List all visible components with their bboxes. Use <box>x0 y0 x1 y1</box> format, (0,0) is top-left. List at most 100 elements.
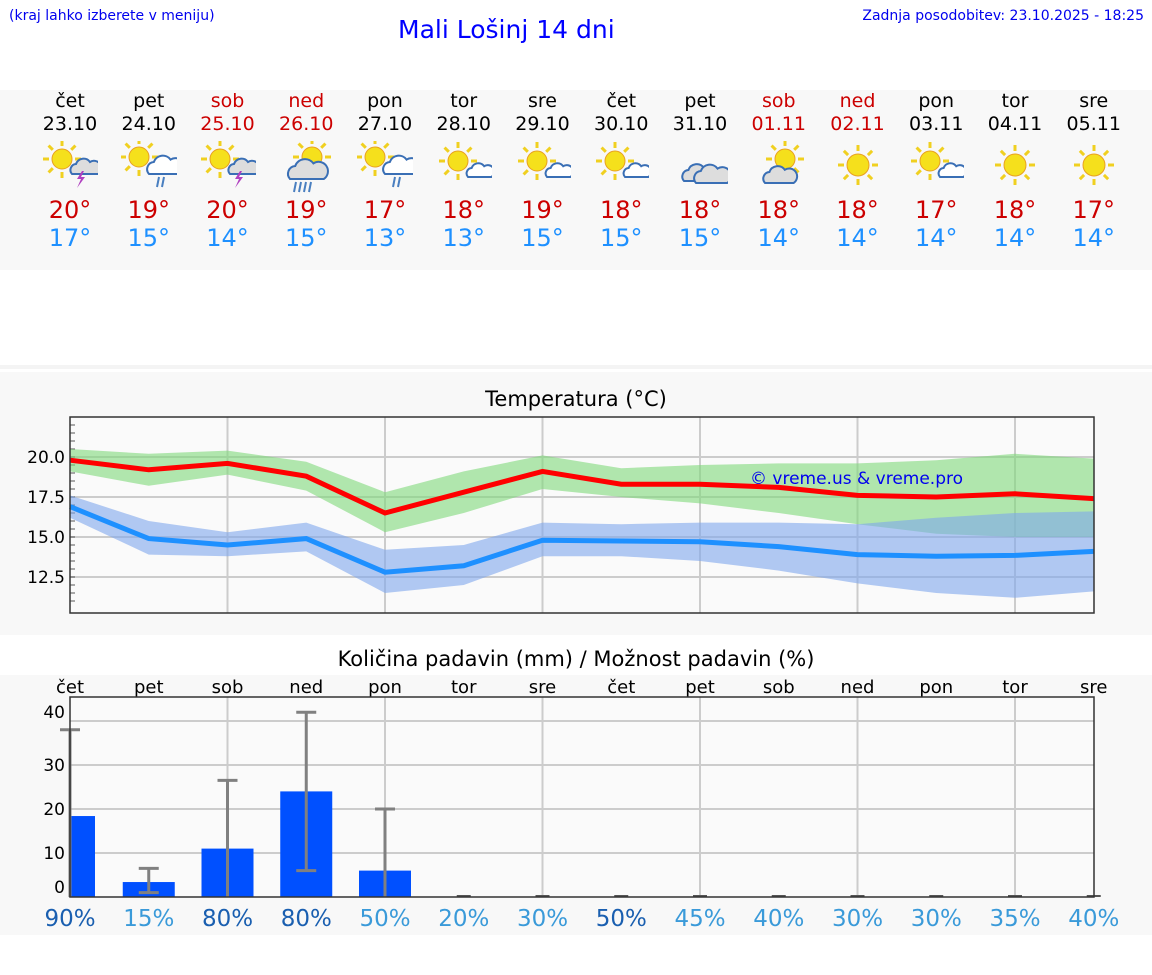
day-name: sob <box>210 90 245 112</box>
precipitation-probability: 15% <box>123 906 174 932</box>
day-column: pon 03.11 17° 14° <box>896 90 976 252</box>
day-label: pet <box>685 677 715 698</box>
precipitation-probability: 30% <box>911 906 962 932</box>
min-temperature-line <box>69 504 1094 575</box>
max-temperature: 20° <box>206 196 249 224</box>
weather-sun-icon <box>837 145 878 185</box>
min-temperature: 14° <box>206 224 249 252</box>
precipitation-probability: 35% <box>989 906 1040 932</box>
day-date: 24.10 <box>121 113 176 135</box>
precipitation-probability: 50% <box>359 906 410 932</box>
day-label: sre <box>1080 677 1107 698</box>
day-label: pon <box>919 677 953 698</box>
day-column: ned 26.10 19° 15° <box>266 90 346 252</box>
max-temperature: 19° <box>521 196 564 224</box>
y-tick-label: 17.5 <box>27 488 65 508</box>
precipitation-probability: 40% <box>753 906 804 932</box>
day-label: pet <box>134 677 164 698</box>
max-temperature: 17° <box>363 196 407 224</box>
precipitation-probability: 80% <box>281 906 332 932</box>
min-temperature: 13° <box>442 224 486 252</box>
max-temperature: 19° <box>284 196 328 224</box>
day-date: 31.10 <box>672 113 728 135</box>
weather-sun-small-cloud-icon <box>517 142 571 180</box>
weather-sun-storm-icon <box>200 141 256 188</box>
day-date: 02.11 <box>830 113 885 135</box>
day-column: sob 25.10 20° 14° <box>188 90 268 252</box>
day-name: ned <box>288 90 325 112</box>
day-column: pet 31.10 18° 15° <box>660 90 740 252</box>
day-label: ned <box>289 677 323 698</box>
weather-sun-rain-icon <box>357 141 413 188</box>
max-temperature: 17° <box>1072 196 1116 224</box>
day-column: čet 30.10 18° 15° <box>581 90 661 252</box>
day-date: 03.11 <box>909 113 964 135</box>
day-date: 04.11 <box>987 113 1043 135</box>
max-temperature-line <box>69 457 1094 516</box>
day-column: pet 24.10 19° 15° <box>109 90 189 252</box>
min-temperature: 15° <box>127 224 171 252</box>
min-temperature: 14° <box>914 224 958 252</box>
precipitation-probability: 30% <box>517 906 568 932</box>
day-name: pet <box>133 90 165 112</box>
max-temperature: 18° <box>993 196 1037 224</box>
weather-sun-icon <box>1073 145 1114 185</box>
y-tick-label: 10 <box>43 844 65 864</box>
day-column: sre 05.11 17° 14° <box>1054 90 1134 252</box>
max-temperature: 20° <box>48 196 92 224</box>
day-column: čet 23.10 20° 17° <box>30 90 110 252</box>
weather-sun-storm-icon <box>43 141 98 188</box>
precipitation-probability: 80% <box>202 906 253 932</box>
y-tick-label: 20.0 <box>27 448 65 468</box>
min-temperature: 14° <box>757 224 801 252</box>
day-name: sre <box>528 90 557 112</box>
precipitation-probability: 30% <box>832 906 883 932</box>
day-date: 29.10 <box>515 113 570 135</box>
day-label: sob <box>763 677 795 698</box>
min-temperature: 15° <box>284 224 328 252</box>
precipitation-probability: 40% <box>1068 906 1119 932</box>
max-temperature: 18° <box>836 196 879 224</box>
day-date: 05.11 <box>1066 113 1121 135</box>
plot-frame <box>69 416 1095 614</box>
day-name: čet <box>55 90 85 112</box>
page-title: Mali Lošinj 14 dni <box>398 15 615 44</box>
min-temperature: 14° <box>836 224 879 252</box>
min-range-band <box>70 495 1094 598</box>
max-range-band <box>70 449 1094 537</box>
weather-sun-small-cloud-icon <box>438 142 492 180</box>
weather-sun-rain-icon <box>120 141 177 188</box>
precipitation-chart-title: Količina padavin (mm) / Možnost padavin … <box>337 647 815 671</box>
y-tick-label: 20 <box>43 800 65 820</box>
max-temperature: 18° <box>757 196 801 224</box>
precipitation-probability: 45% <box>674 906 725 932</box>
day-column: sob 01.11 18° 14° <box>739 90 819 252</box>
weather-sun-small-cloud-icon <box>596 142 650 180</box>
weather-cloud-sun-icon <box>762 141 804 184</box>
day-date: 26.10 <box>279 113 334 135</box>
day-name: tor <box>450 90 478 112</box>
y-tick-label: 40 <box>43 703 65 723</box>
day-label: sre <box>529 677 556 698</box>
weather-cloud-rain-sun-icon <box>287 141 332 193</box>
max-temperature: 18° <box>678 196 722 224</box>
day-name: pon <box>367 90 403 112</box>
day-column: sre 29.10 19° 15° <box>503 90 583 252</box>
day-date: 25.10 <box>200 113 255 135</box>
day-column: pon 27.10 17° 13° <box>345 90 425 252</box>
min-temperature: 14° <box>1072 224 1116 252</box>
day-name: tor <box>1001 90 1029 112</box>
day-name: pet <box>684 90 716 112</box>
day-label: ned <box>841 677 875 698</box>
day-date: 27.10 <box>357 113 413 135</box>
precipitation-probability: 90% <box>44 906 95 932</box>
day-label: pon <box>368 677 402 698</box>
day-name: sre <box>1079 90 1109 112</box>
day-name: pon <box>918 90 955 112</box>
y-tick-label: 0 <box>54 878 65 898</box>
day-column: tor 28.10 18° 13° <box>424 90 504 252</box>
precipitation-bar <box>70 816 95 897</box>
day-name: čet <box>606 90 637 112</box>
